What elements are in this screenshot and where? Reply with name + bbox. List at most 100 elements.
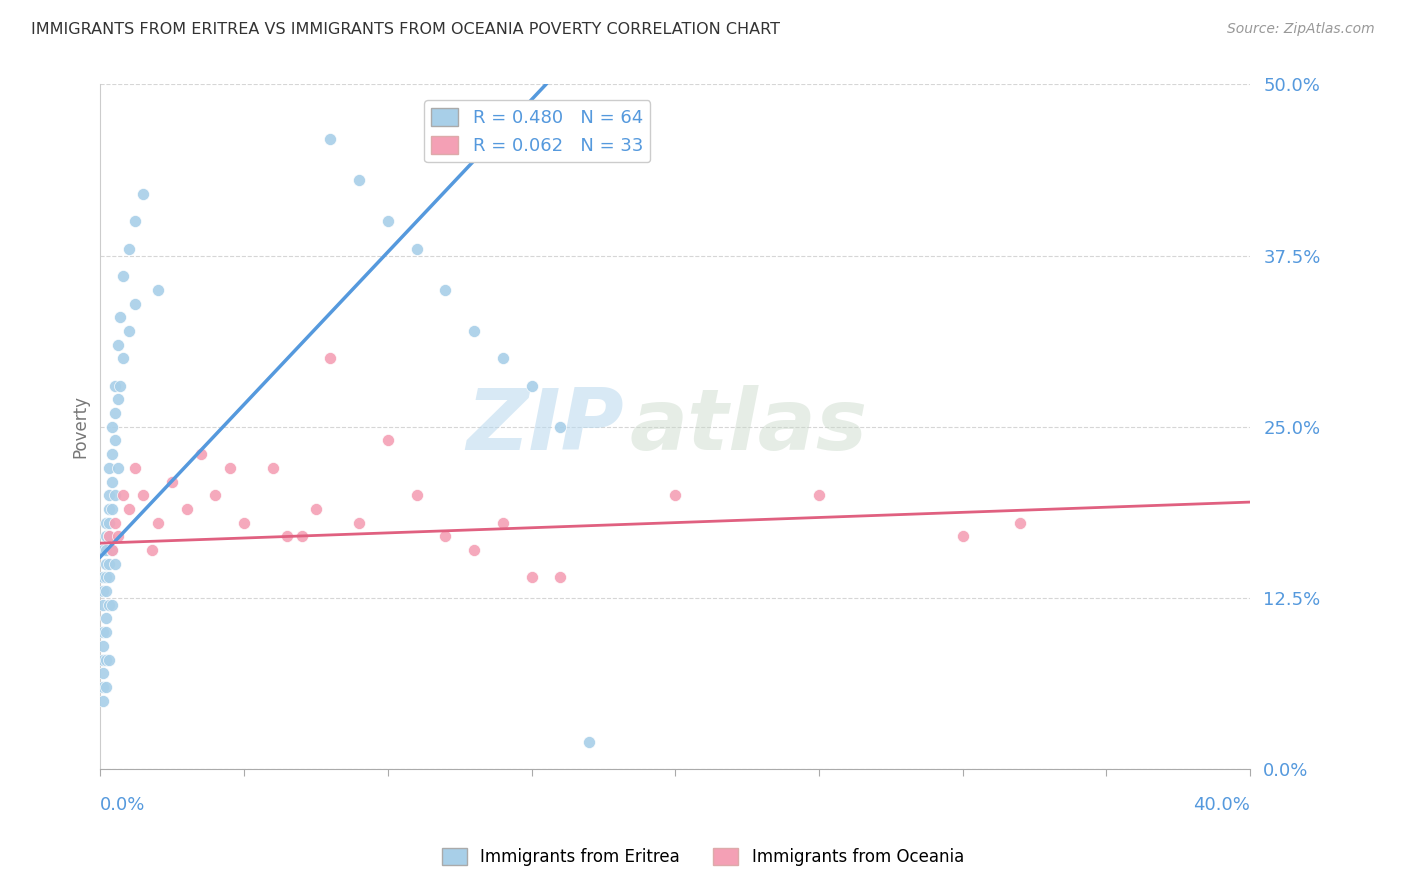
Point [94,625,117,640]
Point [492,351,515,366]
Point [118,242,141,256]
Point [276,529,298,543]
Point [101,543,124,558]
Point [98,652,121,666]
Point [94,611,117,625]
Point [91,693,114,707]
Point [548,419,571,434]
Point [405,242,427,256]
Point [377,214,399,228]
Point [98,516,121,530]
Point [434,283,457,297]
Point [319,132,342,146]
Point [107,529,129,543]
Point [1010,516,1032,530]
Text: IMMIGRANTS FROM ERITREA VS IMMIGRANTS FROM OCEANIA POVERTY CORRELATION CHART: IMMIGRANTS FROM ERITREA VS IMMIGRANTS FR… [31,22,780,37]
Point [104,516,127,530]
Point [377,434,399,448]
Point [91,652,114,666]
Point [132,488,155,502]
Point [146,283,169,297]
Point [110,310,132,325]
Point [218,460,240,475]
Point [492,516,515,530]
Point [124,460,146,475]
Point [94,557,117,571]
Point [101,419,124,434]
Y-axis label: Poverty: Poverty [72,395,89,458]
Legend: Immigrants from Eritrea, Immigrants from Oceania: Immigrants from Eritrea, Immigrants from… [436,841,970,873]
Point [132,186,155,201]
Point [118,502,141,516]
Point [94,680,117,694]
Text: atlas: atlas [630,385,868,468]
Point [98,570,121,584]
Point [347,516,370,530]
Point [104,378,127,392]
Text: 40.0%: 40.0% [1194,797,1250,814]
Point [91,680,114,694]
Point [107,337,129,351]
Point [94,652,117,666]
Point [107,392,129,407]
Point [91,625,114,640]
Point [262,460,284,475]
Point [160,475,183,489]
Point [578,735,600,749]
Point [98,557,121,571]
Point [94,570,117,584]
Point [233,516,256,530]
Point [104,434,127,448]
Point [101,447,124,461]
Point [204,488,226,502]
Point [146,516,169,530]
Point [124,296,146,310]
Point [101,502,124,516]
Point [98,502,121,516]
Point [91,666,114,681]
Point [319,351,342,366]
Point [101,475,124,489]
Point [807,488,830,502]
Point [290,529,312,543]
Point [98,598,121,612]
Point [104,557,127,571]
Point [305,502,328,516]
Point [98,488,121,502]
Point [112,488,135,502]
Point [98,529,121,543]
Point [463,543,485,558]
Point [91,543,114,558]
Point [101,543,124,558]
Point [190,447,212,461]
Point [434,529,457,543]
Text: Source: ZipAtlas.com: Source: ZipAtlas.com [1227,22,1375,37]
Point [112,351,135,366]
Point [548,570,571,584]
Point [347,173,370,187]
Point [520,570,543,584]
Point [110,378,132,392]
Point [91,639,114,653]
Point [94,543,117,558]
Point [952,529,974,543]
Point [405,488,427,502]
Point [98,460,121,475]
Point [112,269,135,284]
Point [94,584,117,599]
Point [94,529,117,543]
Point [107,460,129,475]
Text: ZIP: ZIP [465,385,623,468]
Legend: R = 0.480   N = 64, R = 0.062   N = 33: R = 0.480 N = 64, R = 0.062 N = 33 [425,100,651,162]
Point [463,324,485,338]
Point [141,543,163,558]
Point [101,598,124,612]
Point [118,324,141,338]
Point [91,584,114,599]
Point [520,378,543,392]
Point [104,488,127,502]
Point [176,502,198,516]
Point [94,516,117,530]
Point [104,406,127,420]
Point [91,570,114,584]
